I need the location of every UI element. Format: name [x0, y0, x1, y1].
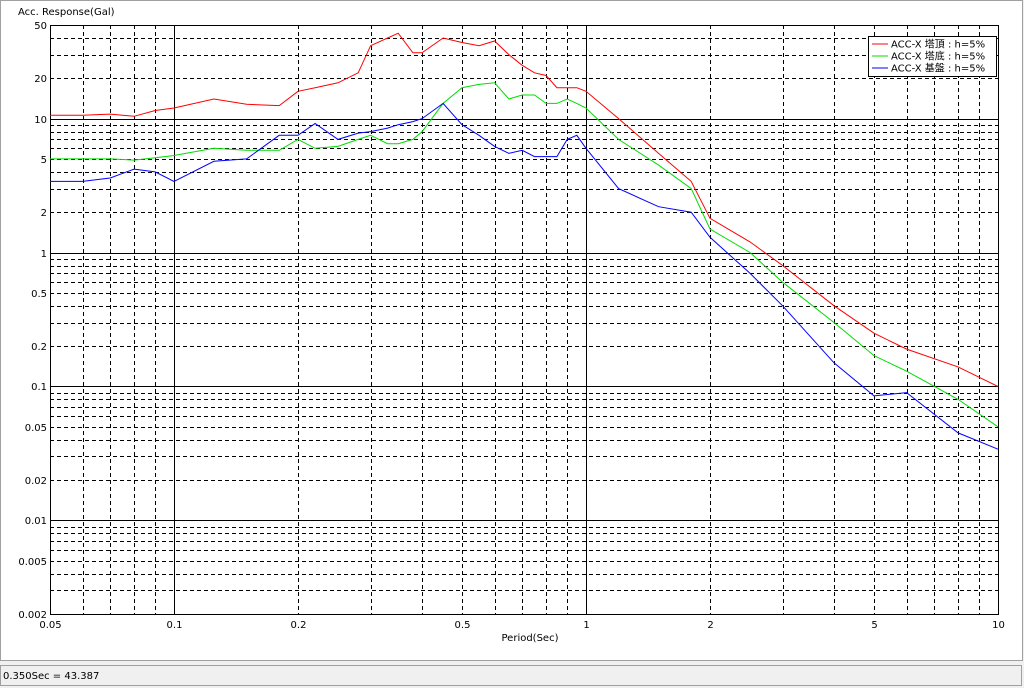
y-tick-label: 0.01 [25, 516, 47, 527]
x-tick-label: 0.1 [167, 620, 183, 631]
status-bar: 0.350Sec = 43.387 [0, 665, 1022, 686]
y-tick-label: 0.02 [25, 476, 47, 487]
x-tick-label: 10 [992, 620, 1005, 631]
legend-label: ACC-X 塔頂 : h=5% [891, 38, 985, 51]
x-tick-label: 0.5 [455, 620, 471, 631]
chart: Acc. Response(Gal) Period(Sec) 0.002 0.00… [0, 0, 1023, 661]
plot-frame [50, 25, 999, 615]
legend-label: ACC-X 基盤 : h=5% [891, 62, 985, 75]
legend-label: ACC-X 塔底 : h=5% [891, 50, 985, 63]
y-tick-label: 0.05 [25, 423, 47, 434]
y-tick-label: 50 [34, 21, 47, 32]
series-line [50, 102, 999, 450]
series-line [50, 82, 999, 428]
x-tick-label: 1 [583, 620, 589, 631]
x-tick-label: 0.05 [39, 620, 61, 631]
x-tick-label: 2 [707, 620, 713, 631]
y-tick-label: 5 [41, 155, 47, 166]
y-tick-label: 10 [34, 115, 47, 126]
x-tick-label: 5 [871, 620, 877, 631]
legend-box [868, 36, 997, 77]
y-tick-label: 2 [41, 208, 47, 219]
y-tick-label: 1 [41, 249, 47, 260]
x-axis-title: Period(Sec) [502, 633, 559, 644]
x-tick-label: 0.2 [291, 620, 307, 631]
y-tick-label: 0.5 [31, 289, 47, 300]
y-tick-label: 0.1 [31, 382, 47, 393]
y-tick-label: 0.2 [31, 342, 47, 353]
y-tick-label: 0.005 [18, 557, 47, 568]
y-tick-label: 0.002 [18, 610, 47, 621]
y-axis-title: Acc. Response(Gal) [18, 7, 115, 18]
y-tick-label: 20 [34, 74, 47, 85]
series-line [50, 32, 999, 387]
